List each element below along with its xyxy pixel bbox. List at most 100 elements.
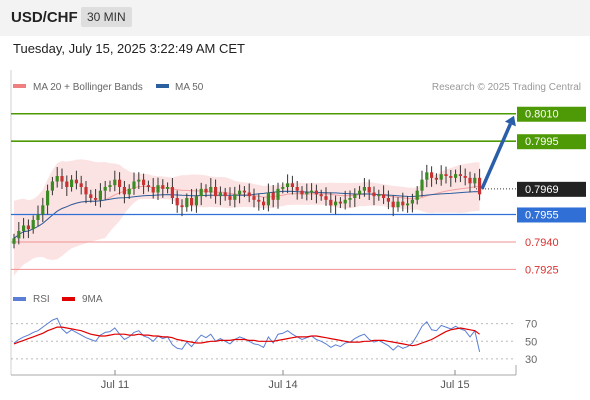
- candle-up: [425, 172, 429, 180]
- candle-up: [334, 201, 338, 206]
- ma50-legend-swatch: [156, 84, 169, 88]
- candle-down: [180, 205, 184, 208]
- candle-up: [199, 188, 203, 197]
- timestamp: Tuesday, July 15, 2025 3:22:49 AM CET: [13, 41, 245, 56]
- resistance-label-box: [517, 134, 586, 150]
- candle-down: [386, 197, 390, 202]
- candle-down: [401, 201, 405, 206]
- candle-up: [348, 197, 352, 200]
- candle-up: [46, 190, 50, 206]
- candle-down: [89, 194, 93, 198]
- resistance-label-box: [517, 106, 586, 122]
- candle-up: [410, 199, 414, 204]
- candle-up: [36, 214, 40, 220]
- candle-up: [127, 188, 131, 195]
- candle-up: [358, 190, 362, 195]
- candle-down: [247, 192, 251, 197]
- candle-up: [12, 238, 16, 244]
- candle-down: [214, 187, 218, 197]
- candle-down: [118, 179, 122, 188]
- candle-down: [458, 174, 462, 177]
- candle-up: [31, 219, 35, 230]
- candle-down: [122, 187, 126, 195]
- candle-down: [151, 187, 155, 193]
- bollinger-legend-swatch: [13, 84, 26, 88]
- candle-up: [218, 192, 222, 197]
- pivot-label: 0.7955: [525, 209, 559, 221]
- candle-up: [113, 179, 117, 186]
- x-tick-label: Jul 11: [101, 379, 130, 391]
- forecast-arrow-shaft: [480, 123, 512, 190]
- resistance-label: 0.7995: [525, 136, 559, 148]
- candle-down: [262, 201, 266, 206]
- candle-up: [266, 192, 270, 206]
- candle-down: [190, 197, 194, 206]
- candle-down: [94, 197, 98, 200]
- candle-down: [252, 196, 256, 200]
- copyright-text: Research © 2025 Trading Central: [432, 82, 581, 93]
- candle-up: [415, 190, 419, 200]
- candle-down: [146, 185, 150, 188]
- candle-down: [175, 197, 179, 206]
- candle-down: [271, 192, 275, 200]
- rsi-legend-label: RSI: [33, 294, 50, 305]
- candle-up: [439, 174, 443, 180]
- candle-up: [98, 190, 102, 200]
- candle-up: [22, 225, 26, 231]
- rsi-level-label: 50: [525, 336, 537, 348]
- resistance-label: 0.8010: [525, 109, 559, 121]
- candle-up: [362, 187, 366, 191]
- forecast-arrow-head: [504, 115, 516, 127]
- candle-up: [50, 181, 54, 191]
- candle-down: [204, 188, 208, 193]
- candle-down: [295, 187, 299, 191]
- candle-up: [377, 194, 381, 197]
- candle-down: [65, 181, 69, 188]
- rsi-level-label: 70: [525, 319, 537, 331]
- candle-down: [324, 196, 328, 200]
- candle-up: [406, 203, 410, 206]
- candle-up: [276, 188, 280, 200]
- candle-up: [108, 185, 112, 188]
- candle-down: [84, 187, 88, 195]
- candle-up: [70, 179, 74, 188]
- candle-up: [286, 183, 290, 188]
- support-label: 0.7940: [525, 237, 559, 249]
- candle-up: [233, 194, 237, 200]
- x-tick-label: Jul 15: [440, 379, 469, 391]
- candle-up: [41, 205, 45, 215]
- candle-up: [137, 179, 141, 182]
- candle-down: [142, 179, 146, 186]
- rsi-ma9-line: [13, 326, 480, 347]
- last-price-label: 0.7969: [525, 184, 559, 196]
- rsi-legend-swatch: [13, 297, 26, 301]
- ma50-legend-label: MA 50: [175, 82, 204, 93]
- candle-up: [17, 230, 21, 239]
- candle-up: [185, 197, 189, 208]
- candle-up: [281, 187, 285, 189]
- candle-down: [468, 177, 472, 184]
- candle-down: [463, 176, 467, 178]
- candle-up: [55, 176, 59, 182]
- candle-down: [290, 183, 294, 188]
- candle-down: [223, 192, 227, 197]
- pivot-label-box: [517, 207, 586, 223]
- candle-down: [79, 183, 83, 188]
- ma9-legend-label: 9MA: [82, 294, 103, 305]
- candle-down: [228, 196, 232, 200]
- candle-up: [132, 181, 136, 189]
- candle-down: [372, 192, 376, 197]
- candle-down: [314, 190, 318, 195]
- last-price-label-box: [517, 181, 586, 197]
- candle-down: [257, 199, 261, 202]
- candle-down: [449, 176, 453, 178]
- candle-down: [319, 194, 323, 197]
- candle-down: [242, 190, 246, 193]
- candle-down: [434, 177, 438, 180]
- candle-up: [353, 194, 357, 198]
- candle-down: [170, 187, 174, 198]
- timeframe-badge[interactable]: 30 MIN: [81, 7, 132, 27]
- candle-down: [74, 179, 78, 184]
- candle-down: [60, 176, 64, 182]
- candle-down: [300, 190, 304, 195]
